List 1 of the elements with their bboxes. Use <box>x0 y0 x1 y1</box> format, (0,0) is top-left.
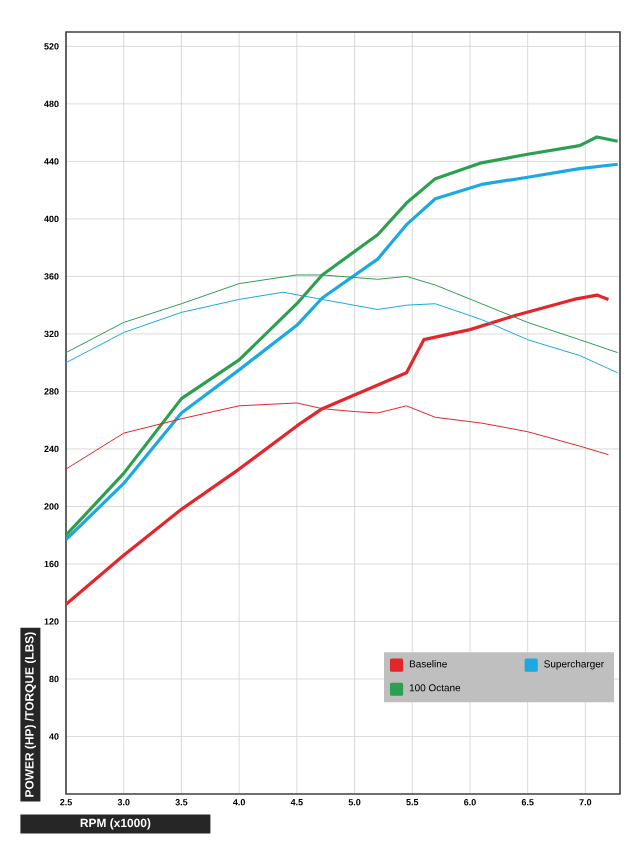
line-series <box>66 293 611 606</box>
